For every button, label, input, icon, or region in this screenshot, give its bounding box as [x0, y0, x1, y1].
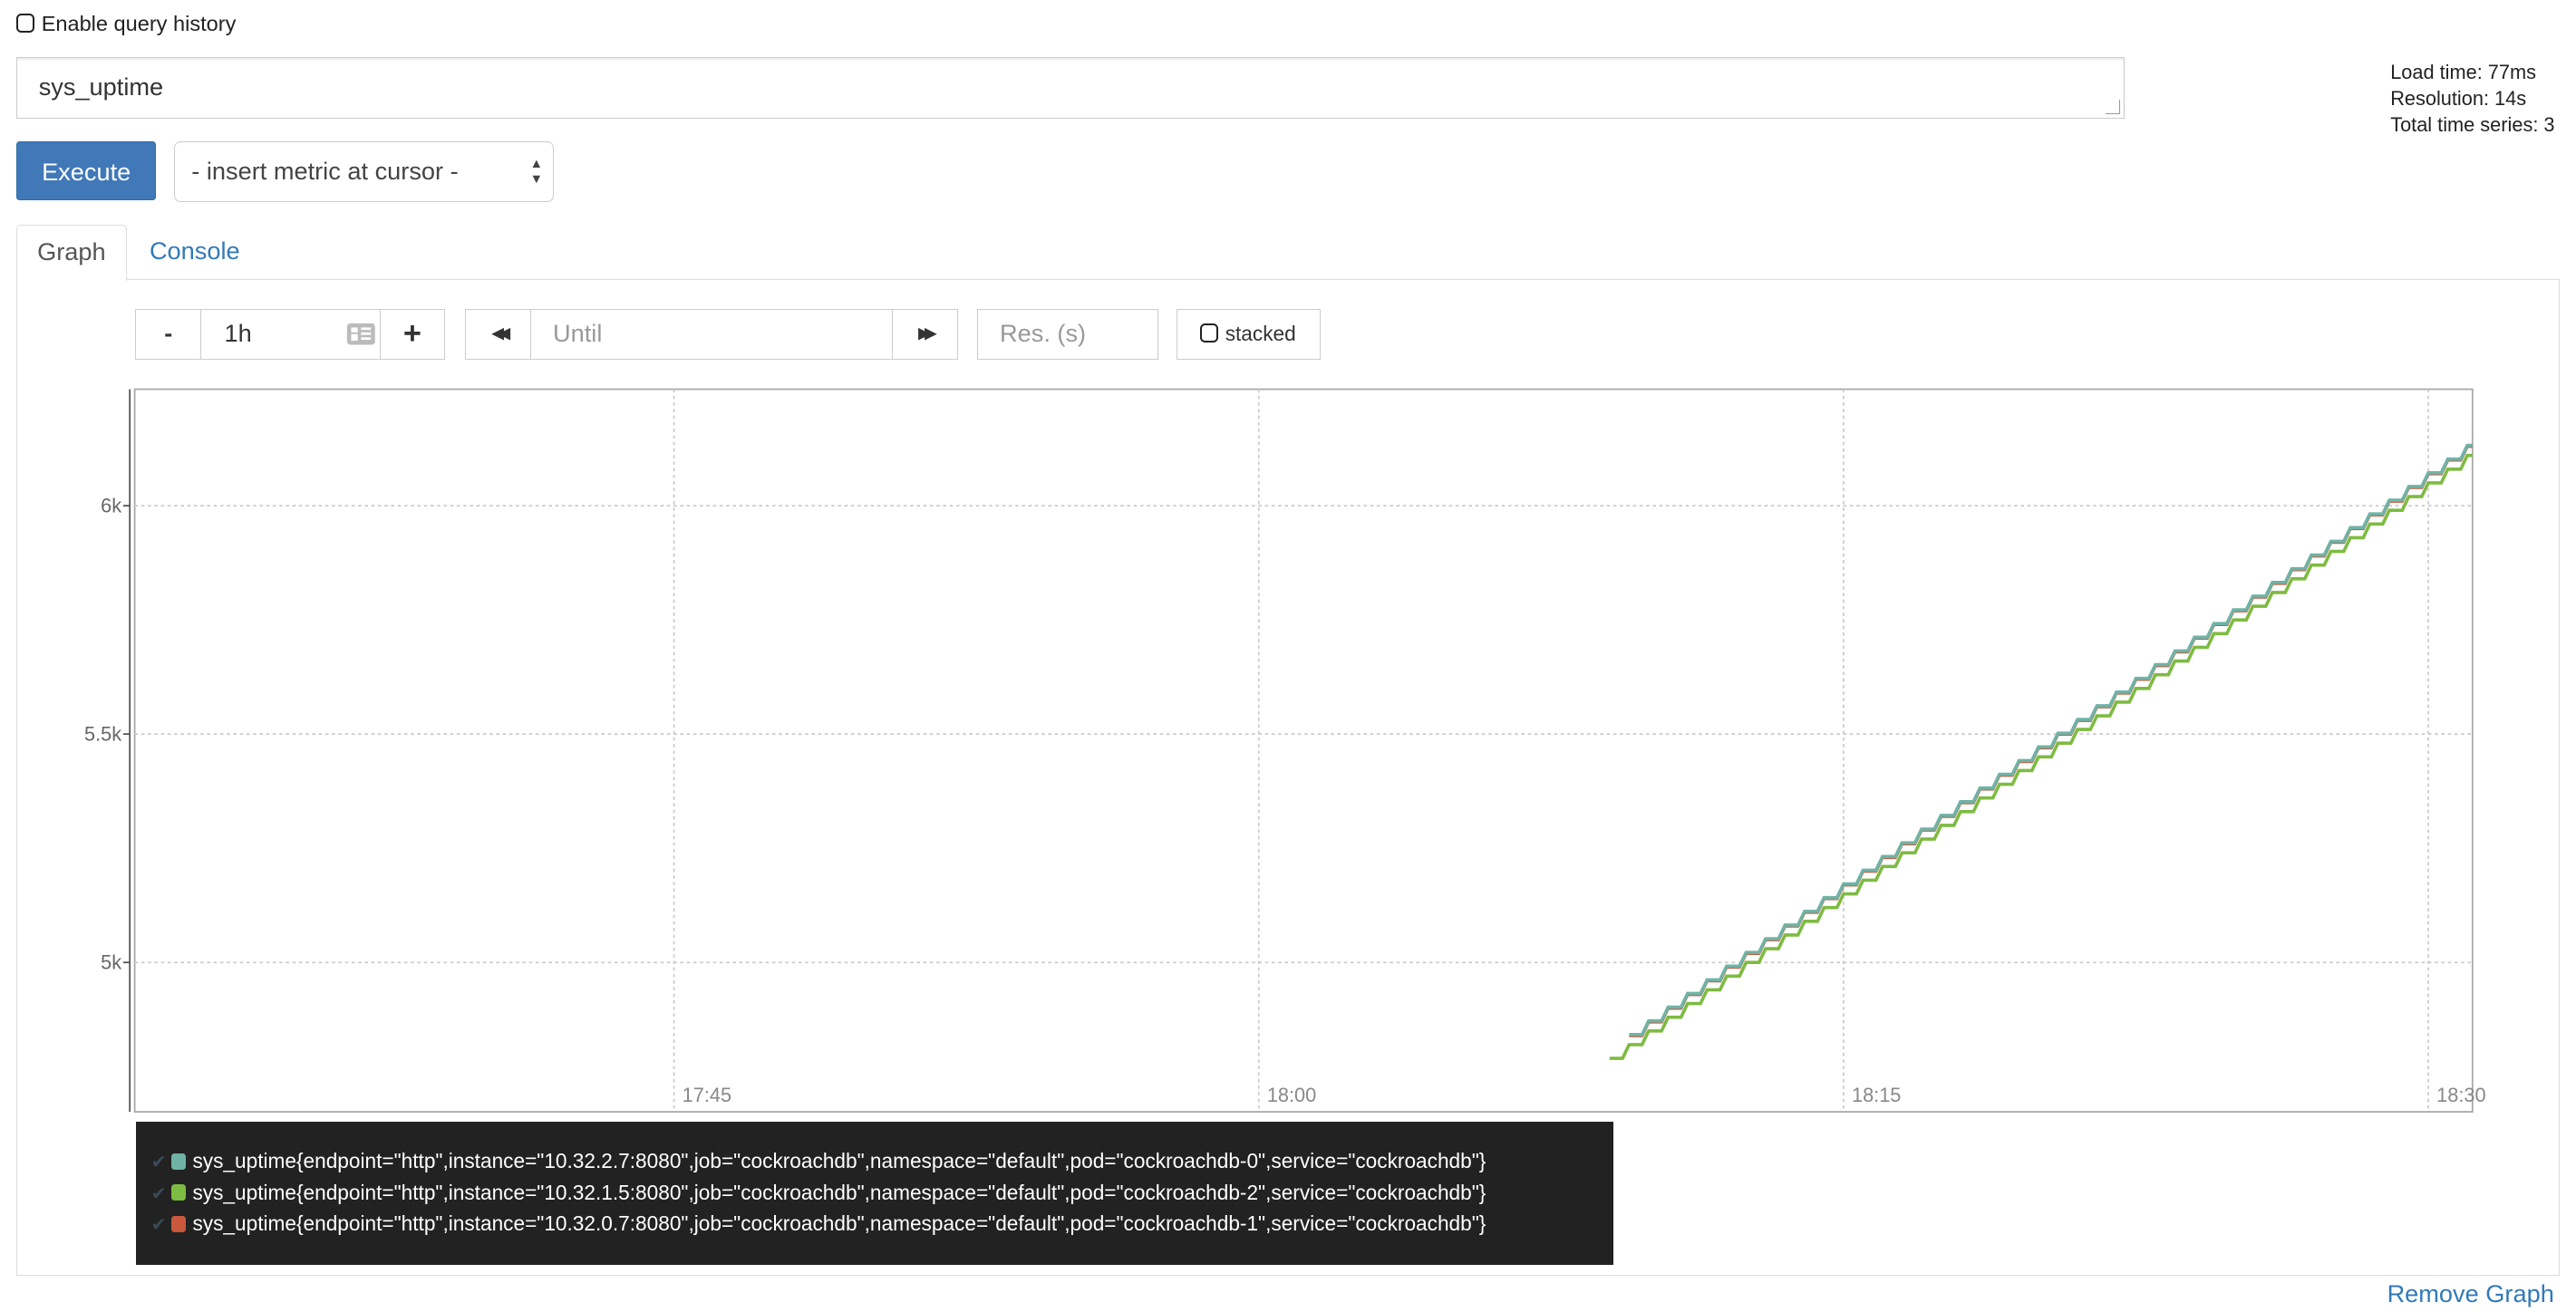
query-text: sys_uptime — [38, 72, 164, 101]
graph-legend: ✔ sys_uptime{endpoint="http",instance="10… — [136, 1121, 1613, 1265]
insert-metric-select[interactable]: - insert metric at cursor - ▲ ▼ — [174, 140, 554, 202]
x-tick-label: 17:45 — [683, 1084, 731, 1106]
execute-button[interactable]: Execute — [16, 140, 157, 201]
range-increase-button[interactable]: + — [379, 308, 446, 360]
series-swatch — [170, 1184, 187, 1201]
remove-graph-link[interactable]: Remove Graph — [2387, 1278, 2554, 1307]
legend-label: sys_uptime{endpoint="http",instance="10.… — [192, 1211, 1487, 1235]
resolution-placeholder: Res. (s) — [1000, 318, 1087, 347]
check-icon[interactable]: ✔ — [150, 1153, 167, 1173]
legend-item[interactable]: ✔ sys_uptime{endpoint="http",instance="10… — [151, 1146, 1487, 1176]
graph-panel — [16, 279, 2560, 1277]
series-line-1 — [1609, 453, 2473, 1060]
query-stats: Load time: 77ms Resolution: 14s Total ti… — [2390, 59, 2554, 138]
checkbox-icon[interactable] — [16, 14, 35, 33]
checkbox-icon[interactable] — [1200, 323, 1219, 342]
x-tick-label: 18:15 — [1852, 1084, 1901, 1106]
enable-query-history-checkbox[interactable]: Enable query history — [16, 12, 236, 36]
query-expression-input[interactable]: sys_uptime — [16, 57, 2125, 119]
resize-handle-icon[interactable] — [2106, 100, 2120, 114]
y-tick-label: 5k — [101, 950, 121, 973]
series-line-0 — [1629, 443, 2473, 1037]
range-value: 1h — [224, 318, 252, 347]
total-time-series: Total time series: 3 — [2390, 113, 2555, 137]
select-arrows-icon: ▲ ▼ — [529, 157, 543, 187]
y-tick-label: 6k — [101, 494, 121, 516]
range-input[interactable]: 1h — [200, 308, 382, 360]
x-tick-label: 18:30 — [2436, 1084, 2485, 1106]
x-tick-label: 18:00 — [1267, 1084, 1316, 1106]
until-placeholder: Until — [553, 318, 603, 347]
legend-label: sys_uptime{endpoint="http",instance="10.… — [192, 1180, 1487, 1204]
y-tick-label: 5.5k — [84, 722, 121, 745]
enable-query-history-label: Enable query history — [41, 11, 237, 35]
series-swatch — [170, 1215, 187, 1232]
legend-label: sys_uptime{endpoint="http",instance="10.… — [192, 1149, 1487, 1173]
stacked-toggle[interactable]: stacked — [1176, 308, 1322, 360]
series-swatch — [170, 1153, 187, 1170]
check-icon[interactable]: ✔ — [150, 1183, 167, 1204]
insert-metric-selected: - insert metric at cursor - — [191, 156, 459, 185]
calendar-icon[interactable] — [346, 323, 376, 345]
time-forward-button[interactable]: ▶▶ — [892, 308, 958, 360]
legend-item[interactable]: ✔ sys_uptime{endpoint="http",instance="10… — [151, 1209, 1487, 1239]
plot-border — [133, 388, 2474, 1113]
stacked-label: stacked — [1225, 321, 1296, 345]
legend-item[interactable]: ✔ sys_uptime{endpoint="http",instance="10… — [151, 1178, 1487, 1208]
tab-graph[interactable]: Graph — [16, 225, 127, 281]
resolution: Resolution: 14s — [2390, 87, 2527, 111]
tab-console[interactable]: Console — [149, 236, 240, 265]
range-decrease-button[interactable]: - — [134, 308, 202, 360]
resolution-input[interactable]: Res. (s) — [977, 308, 1158, 360]
load-time: Load time: 77ms — [2390, 61, 2536, 84]
check-icon[interactable]: ✔ — [150, 1215, 167, 1235]
